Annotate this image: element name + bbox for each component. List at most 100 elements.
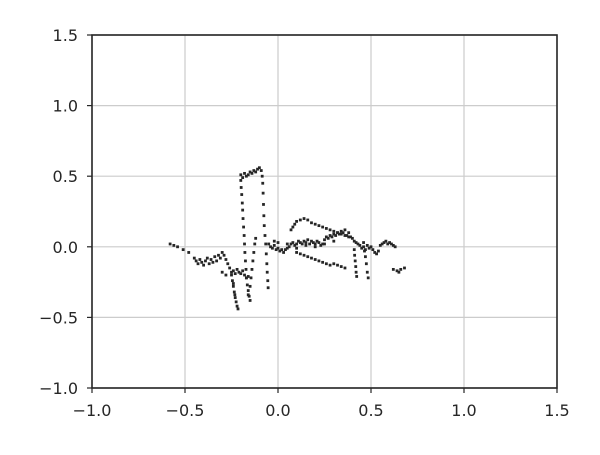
data-point [239, 272, 243, 276]
data-point [364, 248, 367, 252]
data-point [391, 267, 395, 271]
data-point [207, 262, 211, 266]
data-point [366, 276, 370, 280]
data-point [382, 241, 386, 244]
data-point [384, 239, 388, 243]
data-point [250, 267, 254, 271]
data-point [336, 231, 339, 235]
data-point [378, 243, 382, 247]
data-point [334, 234, 338, 237]
data-point [352, 239, 356, 243]
data-point [251, 259, 255, 263]
data-point [353, 259, 357, 263]
data-point [239, 179, 243, 182]
data-point [233, 296, 237, 300]
data-point [226, 262, 230, 266]
data-point [306, 255, 310, 259]
data-point [236, 307, 240, 311]
data-point [353, 253, 357, 257]
data-point [313, 245, 317, 249]
data-point [209, 258, 213, 261]
data-point [343, 234, 347, 237]
plot-frame [91, 34, 558, 389]
data-point [276, 246, 280, 250]
data-point [321, 260, 325, 264]
data-point [224, 273, 228, 277]
data-point [390, 242, 393, 246]
data-point [276, 241, 280, 244]
data-point [244, 259, 247, 263]
data-point [355, 275, 359, 278]
data-point [259, 169, 263, 172]
data-point [364, 262, 368, 266]
data-point [269, 245, 272, 249]
x-tick-label: −1.0 [73, 401, 112, 420]
data-point [377, 249, 380, 253]
data-point [380, 242, 384, 246]
data-point [308, 242, 312, 246]
data-point [293, 222, 297, 226]
data-point [365, 243, 369, 247]
data-point [295, 246, 298, 250]
data-point [272, 239, 276, 243]
data-point [313, 242, 317, 246]
data-point [241, 208, 245, 212]
data-point [230, 273, 233, 277]
x-tick-label: 1.5 [544, 401, 569, 420]
data-point [302, 239, 306, 243]
data-point [328, 263, 332, 267]
data-point [237, 270, 241, 274]
data-point [362, 241, 365, 244]
data-point [356, 242, 360, 246]
data-point [246, 173, 250, 177]
x-tick-label: −0.5 [166, 401, 205, 420]
data-point [243, 171, 246, 175]
data-point [371, 248, 375, 252]
data-point [254, 170, 258, 174]
data-point [339, 265, 343, 268]
data-point [304, 241, 308, 244]
data-point [319, 243, 323, 247]
data-point [265, 262, 269, 266]
data-point [217, 253, 220, 257]
data-point [295, 219, 298, 223]
data-point [343, 228, 347, 232]
data-point [202, 263, 205, 267]
data-point [181, 248, 185, 252]
data-point [354, 265, 358, 268]
data-point [231, 269, 235, 273]
data-point [323, 242, 326, 246]
data-point [253, 242, 257, 246]
data-point [235, 304, 239, 308]
data-point [263, 234, 267, 237]
data-point [317, 241, 321, 244]
data-point [280, 248, 284, 252]
data-point [248, 284, 252, 288]
data-point [230, 270, 233, 274]
y-tick-label: 0.0 [53, 238, 78, 257]
y-tick-label: 1.5 [53, 26, 78, 45]
data-point [313, 258, 317, 261]
data-point [287, 245, 291, 249]
data-point [242, 234, 246, 237]
data-point [375, 252, 378, 256]
data-point [295, 242, 298, 246]
data-point [395, 269, 399, 273]
data-point [306, 218, 310, 222]
x-tick-label: 0.5 [358, 401, 383, 420]
y-tick-label: −0.5 [39, 308, 78, 327]
data-point [168, 242, 172, 246]
data-point [295, 251, 298, 254]
data-point [231, 284, 235, 288]
data-point [243, 273, 246, 277]
data-point [194, 259, 198, 263]
data-point [234, 300, 238, 304]
data-point [289, 228, 293, 232]
y-tick-label: 0.5 [53, 167, 78, 186]
data-point [235, 267, 239, 271]
data-point [285, 246, 289, 250]
data-point [244, 267, 248, 271]
data-point [272, 243, 276, 247]
data-point [246, 275, 250, 278]
